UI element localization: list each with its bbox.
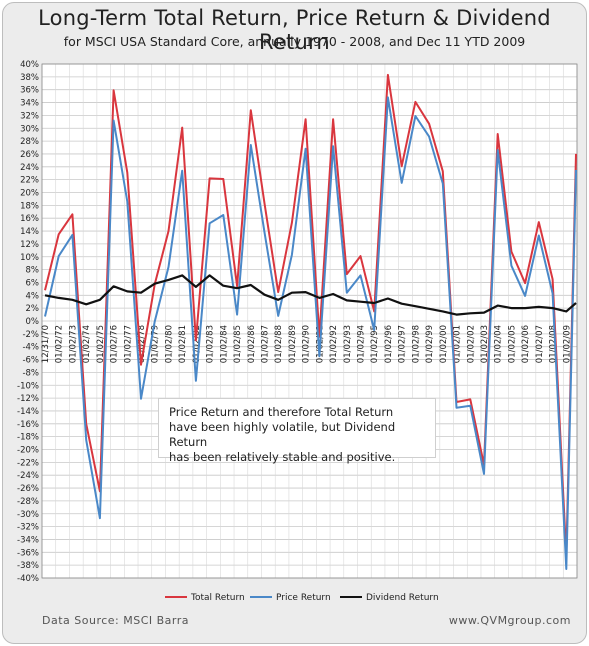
- x-tick-label: 01/02/78: [137, 325, 147, 363]
- x-tick-label: 01/02/83: [206, 325, 216, 363]
- y-tick-label: 36%: [20, 86, 39, 96]
- legend-label-dividend-return: Dividend Return: [366, 593, 439, 603]
- x-tick-label: 01/02/99: [425, 325, 435, 363]
- legend-label-total-return: Total Return: [190, 593, 245, 603]
- chart-title: Long-Term Total Return, Price Return & D…: [38, 6, 551, 54]
- x-tick-label: 01/02/89: [288, 325, 298, 363]
- y-tick-label: 38%: [20, 73, 39, 83]
- x-tick-label: 01/02/94: [357, 325, 367, 363]
- y-tick-label: -30%: [17, 510, 39, 520]
- y-tick-label: 2%: [26, 304, 40, 314]
- y-tick-label: 14%: [20, 227, 39, 237]
- annotation-box: Price Return and therefore Total Return …: [158, 398, 436, 464]
- y-tick-label: 4%: [26, 291, 40, 301]
- y-tick-label: 18%: [20, 201, 39, 211]
- x-tick-label: 01/02/87: [260, 325, 270, 363]
- y-tick-label: -4%: [22, 343, 39, 353]
- x-tick-label: 01/02/00: [439, 325, 449, 363]
- y-tick-label: -26%: [17, 484, 39, 494]
- x-tick-label: 01/02/74: [82, 325, 92, 363]
- y-tick-label: -32%: [17, 523, 39, 533]
- y-tick-label: 16%: [20, 214, 39, 224]
- x-tick-label: 01/02/97: [398, 325, 408, 363]
- x-tick-label: 01/02/72: [55, 325, 65, 363]
- x-tick-label: 01/02/93: [343, 325, 353, 363]
- y-tick-label: 12%: [20, 240, 39, 250]
- x-tick-label: 01/02/80: [164, 325, 174, 363]
- y-tick-label: 0%: [26, 317, 40, 327]
- x-tick-label: 01/02/73: [68, 325, 78, 363]
- y-tick-label: -28%: [17, 497, 39, 507]
- series-line-price-return: [44, 96, 577, 570]
- y-tick-label: 20%: [20, 189, 39, 199]
- y-tick-label: -14%: [17, 407, 39, 417]
- x-tick-label: 01/02/85: [233, 325, 243, 363]
- plot-border: [41, 63, 578, 579]
- y-tick-label: 8%: [26, 266, 40, 276]
- x-tick-label: 12/31/70: [41, 325, 51, 363]
- x-tick-label: 01/02/03: [480, 325, 490, 363]
- y-tick-label: 6%: [26, 278, 40, 288]
- y-tick-label: 30%: [20, 124, 39, 134]
- x-tick-label: 01/02/90: [302, 325, 312, 363]
- x-tick-label: 01/02/84: [219, 325, 229, 363]
- x-tick-label: 01/02/75: [96, 325, 106, 363]
- x-tick-label: 01/02/76: [110, 325, 120, 363]
- y-tick-label: -36%: [17, 548, 39, 558]
- x-tick-label: 01/02/02: [466, 325, 476, 363]
- x-tick-label: 01/02/88: [274, 325, 284, 363]
- x-tick-label: 01/02/82: [192, 325, 202, 363]
- series-line-dividend-return: [44, 274, 577, 316]
- y-tick-label: 32%: [20, 111, 39, 121]
- y-tick-label: -18%: [17, 433, 39, 443]
- legend-label-price-return: Price Return: [276, 593, 331, 603]
- y-tick-label: -16%: [17, 420, 39, 430]
- y-tick-label: -2%: [22, 330, 39, 340]
- chart-subtitle: for MSCI USA Standard Core, annually 197…: [63, 34, 526, 49]
- y-tick-label: 34%: [20, 99, 39, 109]
- annotation-line-3: has been relatively stable and positive.: [169, 450, 396, 464]
- y-tick-label: -40%: [17, 574, 39, 584]
- y-tick-label: -12%: [17, 394, 39, 404]
- y-tick-label: 10%: [20, 253, 39, 263]
- y-tick-label: -34%: [17, 535, 39, 545]
- annotation-line-2: have been highly volatile, but Dividend …: [169, 420, 396, 449]
- y-tick-label: 26%: [20, 150, 39, 160]
- x-tick-label: 01/02/05: [507, 325, 517, 363]
- x-tick-label: 01/02/01: [453, 325, 463, 363]
- x-tick-label: 01/02/04: [494, 325, 504, 363]
- y-tick-label: -24%: [17, 471, 39, 481]
- y-tick-label: 40%: [20, 60, 39, 70]
- x-tick-label: 01/02/86: [247, 325, 257, 363]
- y-tick-label: -10%: [17, 381, 39, 391]
- y-tick-label: -22%: [17, 458, 39, 468]
- x-tick-label: 01/02/95: [370, 325, 380, 363]
- y-tick-label: -20%: [17, 446, 39, 456]
- y-tick-label: -8%: [22, 368, 39, 378]
- website-label: www.QVMgroup.com: [448, 614, 571, 627]
- x-tick-label: 01/02/96: [384, 325, 394, 363]
- x-tick-label: 01/02/09: [562, 325, 572, 363]
- y-tick-label: -6%: [22, 356, 39, 366]
- annotation-line-1: Price Return and therefore Total Return: [169, 405, 394, 419]
- data-source-label: Data Source: MSCI Barra: [42, 614, 190, 627]
- x-tick-label: 01/02/07: [535, 325, 545, 363]
- y-tick-label: -38%: [17, 561, 39, 571]
- x-tick-label: 01/02/06: [521, 325, 531, 363]
- x-tick-label: 01/02/98: [411, 325, 421, 363]
- x-tick-label: 01/02/79: [151, 325, 161, 363]
- x-tick-label: 01/02/92: [329, 325, 339, 363]
- y-tick-label: 24%: [20, 163, 39, 173]
- x-tick-label: 01/02/77: [123, 325, 133, 363]
- y-tick-label: 22%: [20, 176, 39, 186]
- y-tick-label: 28%: [20, 137, 39, 147]
- x-tick-label: 01/02/81: [178, 325, 188, 363]
- x-tick-label: 01/02/08: [549, 325, 559, 363]
